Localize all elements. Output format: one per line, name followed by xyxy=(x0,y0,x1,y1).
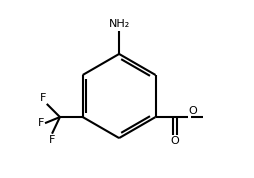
Text: F: F xyxy=(40,93,46,103)
Text: F: F xyxy=(38,118,44,128)
Text: O: O xyxy=(188,106,197,116)
Text: F: F xyxy=(49,135,55,145)
Text: O: O xyxy=(170,136,179,146)
Text: NH₂: NH₂ xyxy=(108,19,130,29)
